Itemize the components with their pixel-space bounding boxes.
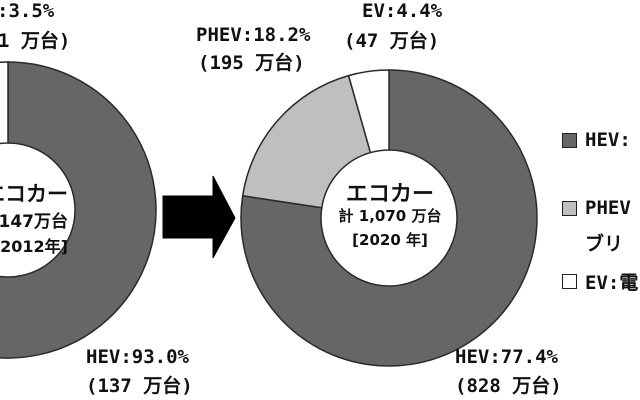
legend-swatch — [562, 200, 577, 216]
legend-item-ev: EV:電 — [562, 268, 638, 295]
slice-phev — [241, 74, 372, 209]
slice-hev — [0, 61, 157, 359]
legend-label-line2: ブリ — [585, 233, 624, 255]
hev-label-units: (828 万台) — [455, 375, 562, 397]
legend-label: HEV: — [585, 129, 631, 151]
legend-swatch — [562, 132, 577, 148]
legend-item-hev: HEV: — [562, 129, 631, 151]
legend-label: EV:電 — [585, 272, 639, 294]
legend-label: PHEV — [585, 197, 631, 219]
hev-label-pct: HEV:77.4% — [455, 346, 558, 368]
center-title: エコカー — [0, 182, 68, 206]
slice-label-units: 1 万台) — [0, 30, 71, 52]
center-title: エコカー — [345, 182, 434, 207]
slice-ev — [0, 61, 9, 145]
legend-swatch — [562, 274, 577, 289]
legend-item-phev: PHEV — [562, 197, 631, 219]
slice-hev — [240, 69, 538, 367]
phev-label-pct: PHEV:18.2% — [196, 24, 311, 46]
center-total: 計 1,070 万台 — [338, 207, 442, 225]
center-year: [2012年] — [0, 237, 68, 256]
phev-label-units: (195 万台) — [198, 52, 305, 74]
slice-label-pct: :3.5% — [0, 0, 55, 22]
right-arrow-icon — [162, 175, 236, 259]
donut-2020 — [240, 69, 538, 367]
center-year: [2020 年] — [352, 231, 428, 249]
ev-label-units: (47 万台) — [344, 30, 440, 52]
hev-label-units: (137 万台) — [86, 375, 193, 397]
donut-2012 — [0, 61, 157, 359]
center-total: 計147万台 — [0, 212, 68, 232]
slice-ev — [347, 69, 390, 154]
hev-label-pct: HEV:93.0% — [86, 346, 189, 368]
ev-label-pct: EV:4.4% — [362, 0, 443, 22]
